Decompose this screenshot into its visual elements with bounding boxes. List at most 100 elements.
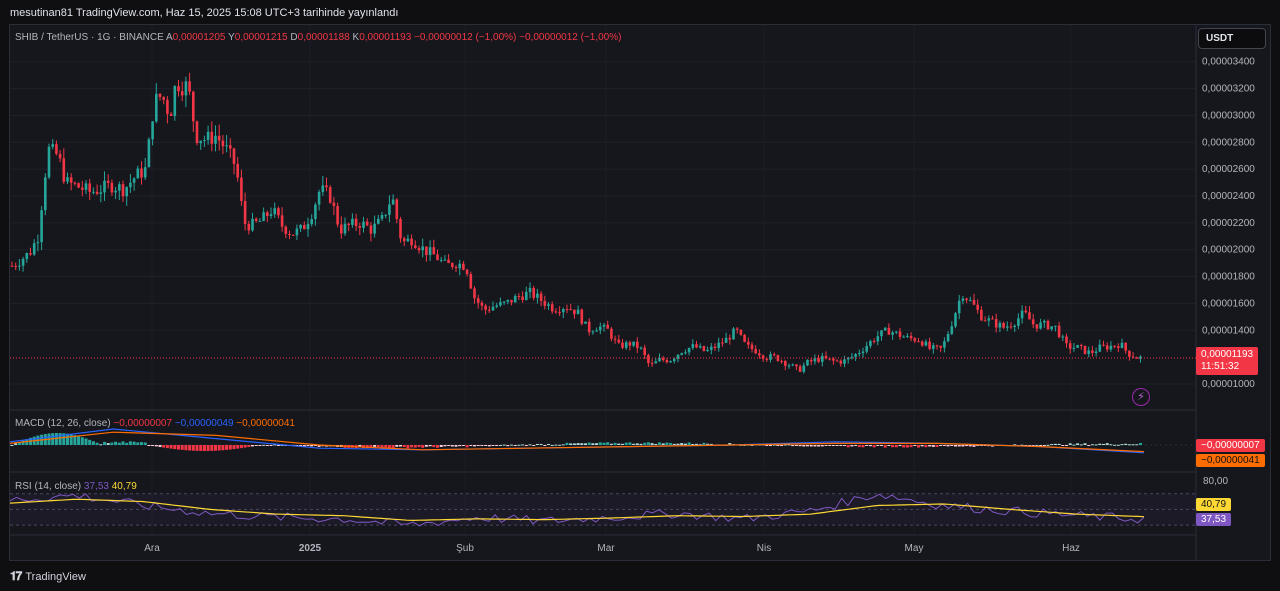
- macd-histogram-bar: [672, 443, 676, 445]
- candle: [713, 343, 717, 351]
- candle: [632, 341, 635, 348]
- macd-histogram-bar: [632, 443, 636, 445]
- symbol-legend[interactable]: SHIB / TetherUS · 1G · BINANCE A0,000012…: [15, 32, 621, 43]
- price-tick-label: 0,00002800: [1202, 137, 1255, 148]
- macd-histogram-bar: [876, 445, 880, 446]
- macd-histogram-bar: [487, 445, 491, 447]
- candle: [913, 336, 917, 344]
- open-label: A: [165, 32, 173, 43]
- time-tick-label: Nis: [757, 543, 771, 554]
- candle: [702, 345, 706, 352]
- macd-hist-value: −0,00000007: [113, 418, 173, 429]
- candle: [758, 349, 761, 359]
- candle: [732, 327, 735, 340]
- candle: [639, 346, 643, 350]
- macd-histogram-bar: [1087, 445, 1091, 446]
- candle: [95, 184, 99, 196]
- time-axis-labels: Ara 2025 Şub Mar Nis May Haz: [144, 543, 1080, 554]
- macd-histogram-bar: [572, 443, 576, 445]
- candle: [787, 363, 791, 369]
- macd-histogram-bar: [1068, 443, 1072, 445]
- macd-histogram-bar: [702, 442, 706, 445]
- candle: [983, 316, 987, 322]
- candle: [395, 198, 399, 224]
- macd-histogram-bar: [850, 445, 854, 447]
- macd-histogram-bar: [151, 445, 155, 446]
- candle: [1039, 318, 1042, 330]
- candle: [47, 143, 51, 180]
- macd-histogram-bar: [831, 445, 835, 446]
- price-tick-label: 0,00001600: [1202, 298, 1255, 309]
- candle: [169, 111, 173, 116]
- candle: [140, 161, 143, 185]
- candle: [439, 256, 443, 263]
- macd-histogram-bar: [410, 445, 414, 448]
- macd-histogram-bar: [376, 445, 380, 448]
- candle: [328, 185, 332, 204]
- macd-histogram-bar: [399, 445, 402, 447]
- candle: [192, 90, 195, 132]
- candle: [902, 335, 905, 338]
- candle: [428, 240, 432, 261]
- macd-histogram-bar: [210, 445, 214, 451]
- macd-histogram-bar: [458, 445, 462, 447]
- candle: [710, 343, 713, 355]
- rsi-legend[interactable]: RSI (14, close) 37,53 40,79: [15, 481, 137, 492]
- macd-histogram-bar: [121, 441, 125, 445]
- macd-histogram-bar: [510, 444, 513, 446]
- candle: [184, 76, 188, 108]
- candle: [417, 245, 421, 254]
- macd-histogram-bar: [561, 444, 565, 446]
- candle: [347, 222, 350, 232]
- candle: [502, 300, 506, 305]
- candle: [772, 352, 776, 357]
- candle: [510, 299, 513, 306]
- macd-histogram-bar: [676, 443, 680, 445]
- candle: [118, 181, 121, 201]
- candle: [1035, 324, 1039, 332]
- macd-histogram-bar: [909, 445, 913, 448]
- macd-histogram-bar: [887, 445, 891, 446]
- candle: [243, 192, 247, 231]
- tradingview-logo-icon: 𝟏𝟕: [10, 569, 22, 583]
- candle: [780, 359, 783, 364]
- candle: [1109, 341, 1113, 352]
- macd-histogram-bar: [905, 445, 909, 448]
- currency-button[interactable]: USDT: [1198, 28, 1266, 49]
- candle: [969, 296, 972, 302]
- macd-histogram-bar: [857, 445, 861, 448]
- macd-histogram-bar: [584, 443, 587, 445]
- macd-histogram-bar: [1083, 443, 1087, 445]
- macd-histogram-bar: [258, 445, 262, 446]
- candle: [613, 335, 617, 344]
- macd-histogram-bar: [447, 445, 451, 446]
- candle: [532, 285, 535, 301]
- candle: [166, 96, 169, 124]
- macd-legend[interactable]: MACD (12, 26, close) −0,00000007 −0,0000…: [15, 418, 295, 429]
- macd-histogram-bar: [299, 445, 303, 446]
- candle: [421, 238, 424, 258]
- macd-histogram-bar: [202, 445, 206, 451]
- candle: [1102, 340, 1105, 347]
- rsi-ma-line: [9, 498, 1145, 522]
- macd-histogram-bar: [898, 445, 902, 447]
- macd-histogram-bar: [661, 443, 665, 445]
- macd-histogram-bar: [794, 445, 798, 446]
- macd-histogram-bar: [695, 443, 698, 445]
- macd-histogram-bar: [750, 444, 754, 446]
- candle: [876, 331, 880, 346]
- candle: [769, 351, 772, 363]
- candle: [147, 137, 151, 168]
- candle: [1072, 342, 1076, 352]
- candle: [58, 150, 62, 163]
- macd-histogram-bar: [839, 445, 843, 446]
- macd-histogram-bar: [413, 445, 417, 448]
- macd-histogram-bar: [84, 438, 88, 445]
- candle: [247, 220, 251, 235]
- candle: [391, 194, 395, 205]
- candle: [173, 85, 177, 121]
- footer-brand[interactable]: 𝟏𝟕 TradingView: [10, 569, 86, 584]
- lightning-icon[interactable]: ⚡: [1132, 388, 1150, 406]
- macd-histogram-bar: [628, 442, 632, 445]
